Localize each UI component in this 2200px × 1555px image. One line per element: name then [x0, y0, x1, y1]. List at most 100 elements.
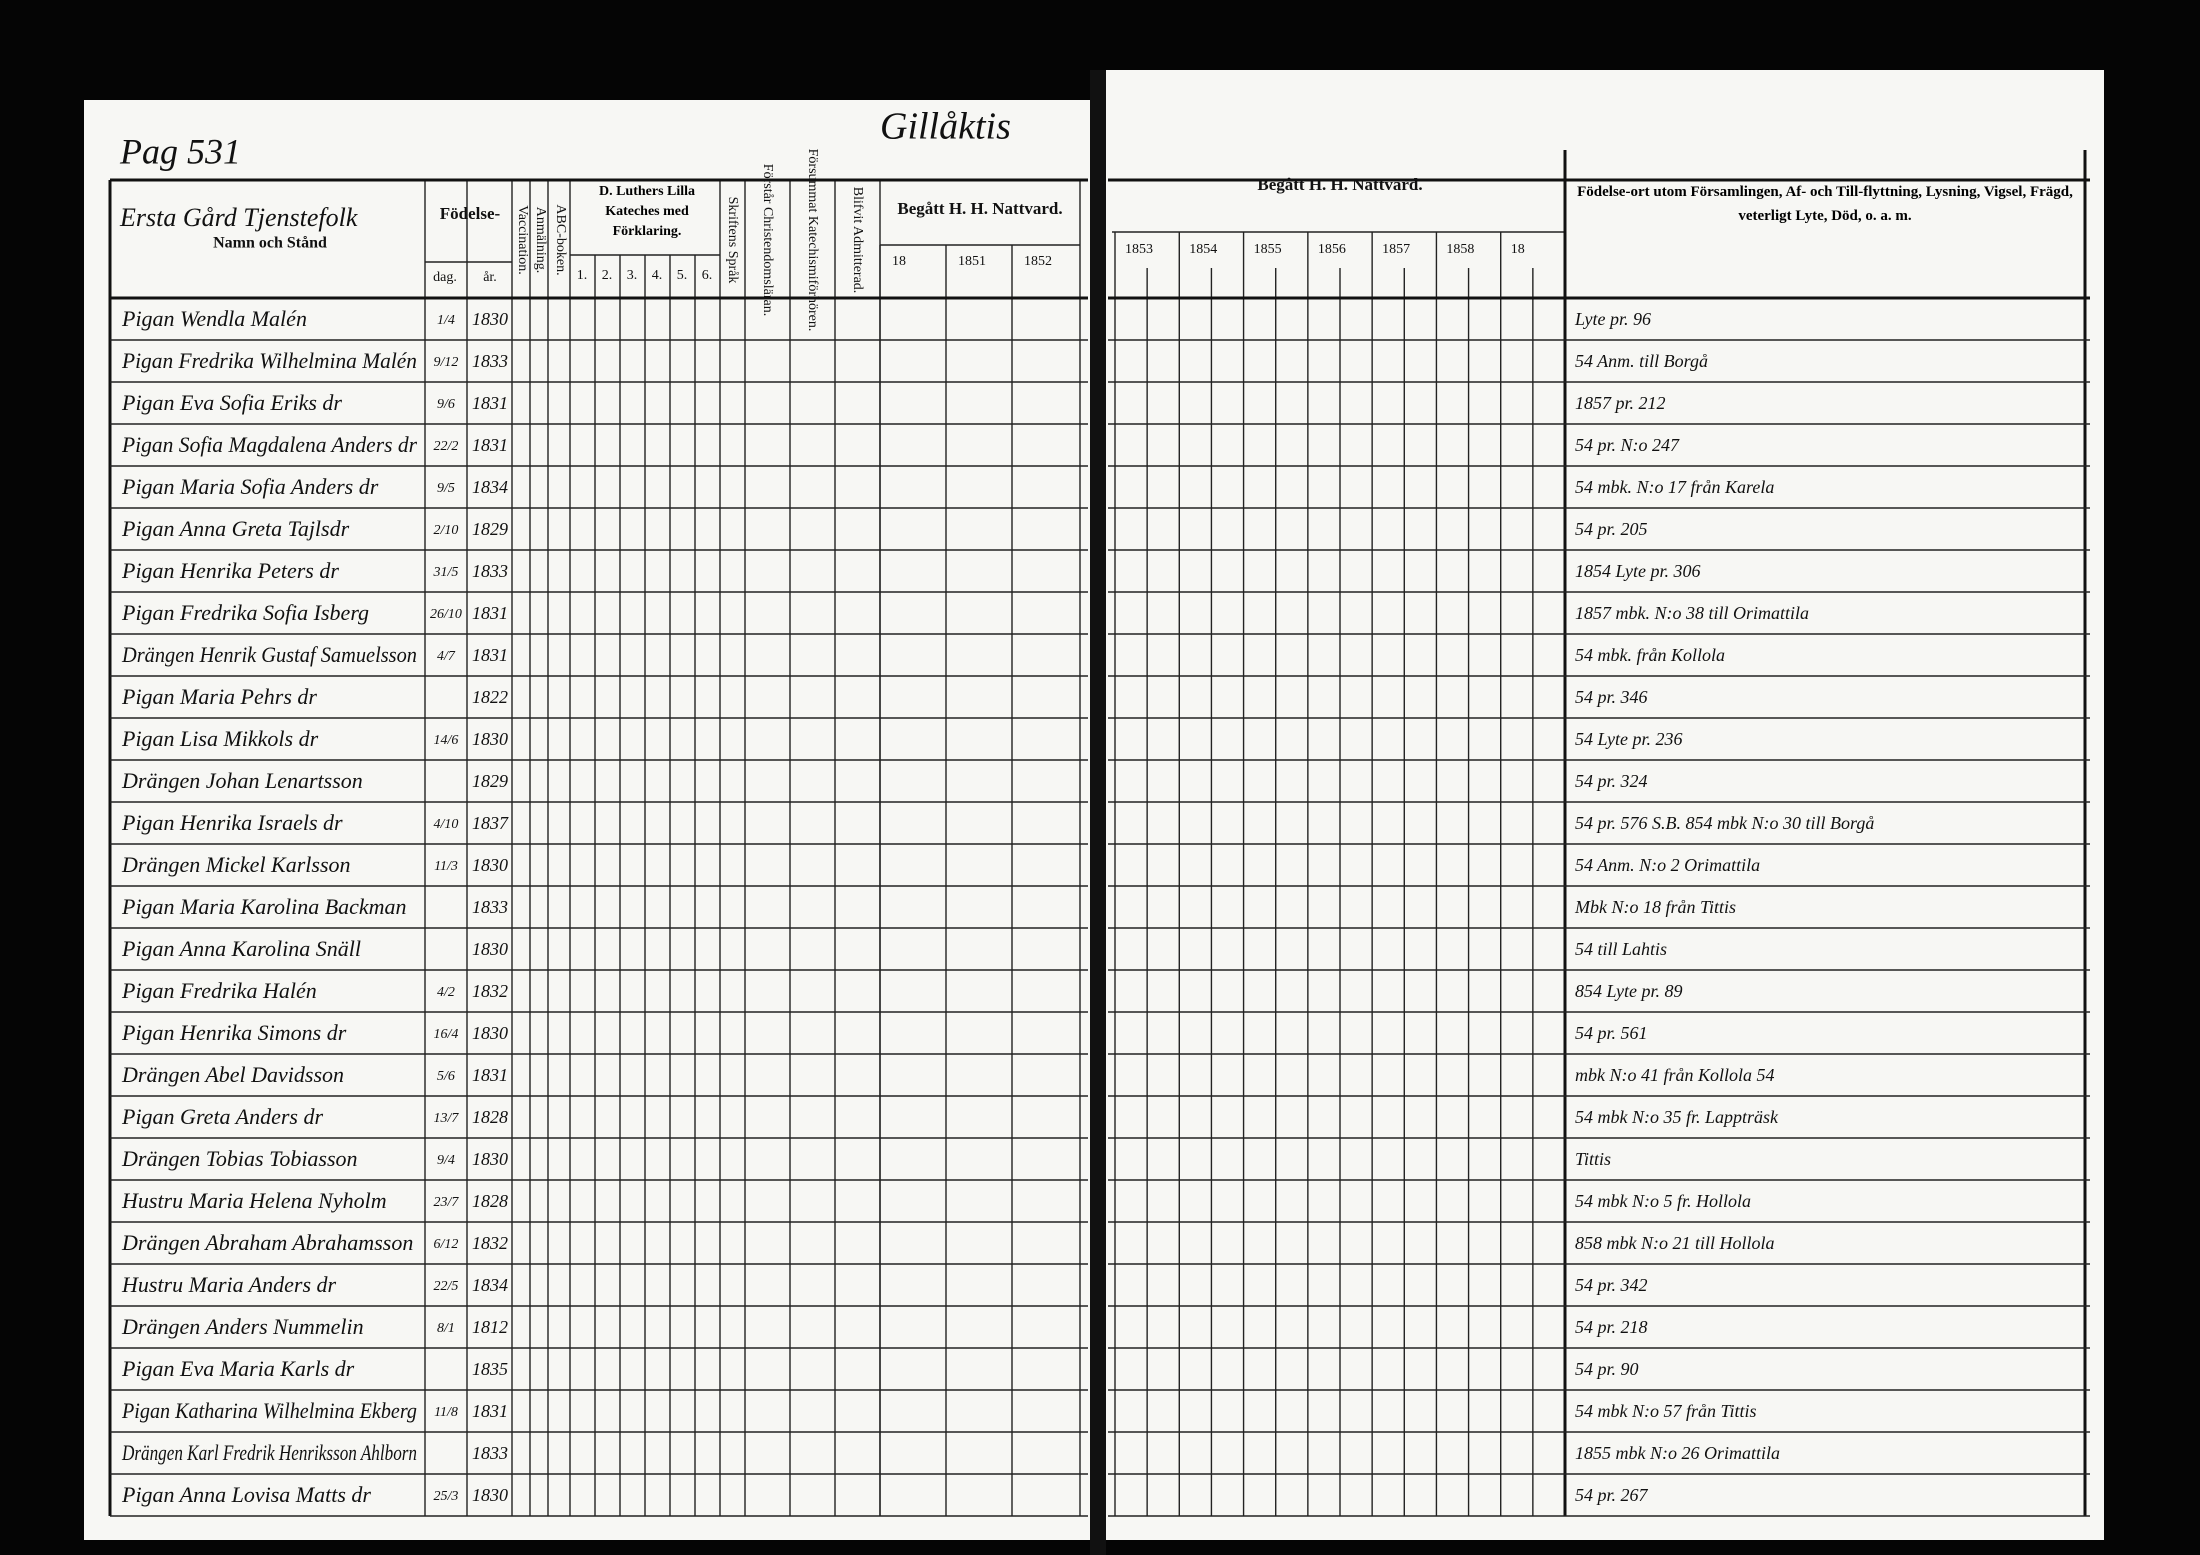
birth-day: 4/10 — [434, 817, 459, 832]
birth-year: 1832 — [472, 981, 508, 1001]
person-name: Drängen Tobias Tobiasson — [121, 1146, 358, 1171]
remark: Lyte pr. 96 — [1574, 309, 1651, 329]
birth-year: 1831 — [472, 645, 508, 665]
birth-day: 9/4 — [437, 1153, 455, 1168]
birth-year: 1831 — [472, 1401, 508, 1421]
person-name: Pigan Maria Karolina Backman — [121, 894, 407, 919]
remark: 54 Anm. N:o 2 Orimattila — [1575, 855, 1760, 875]
birth-year: 1828 — [472, 1191, 508, 1211]
birth-day: 11/8 — [434, 1405, 458, 1420]
binding — [1090, 70, 1106, 1555]
birth-day: 1/4 — [437, 313, 455, 328]
luther-part: 5. — [677, 268, 688, 283]
birth-day: 26/10 — [430, 607, 462, 622]
birth-day: 4/7 — [437, 649, 456, 664]
remark: 54 Anm. till Borgå — [1575, 351, 1708, 371]
person-name: Pigan Henrika Simons dr — [121, 1020, 347, 1045]
person-name: Pigan Anna Karolina Snäll — [121, 936, 361, 961]
communion-year: 18 — [892, 254, 906, 269]
remark: Tittis — [1575, 1149, 1611, 1169]
remark: 54 pr. 324 — [1575, 771, 1648, 791]
remarks-header: Födelse-ort utom Församlingen, Af- och T… — [1577, 184, 2073, 224]
remark: 54 mbk N:o 5 fr. Hollola — [1575, 1191, 1751, 1211]
remark: 54 pr. 90 — [1575, 1359, 1639, 1379]
birth-year: 1831 — [472, 603, 508, 623]
person-name: Pigan Greta Anders dr — [121, 1104, 323, 1129]
birth-day: 8/1 — [437, 1321, 455, 1336]
person-name: Drängen Mickel Karlsson — [121, 852, 351, 877]
communion-year: 1851 — [958, 254, 986, 269]
birth-year: 1830 — [472, 939, 508, 959]
remark: 1855 mbk N:o 26 Orimattila — [1575, 1443, 1780, 1463]
communion-header-right: Begått H. H. Nattvard. — [1257, 175, 1422, 194]
remark: 1857 pr. 212 — [1575, 393, 1666, 413]
communion-year: 1855 — [1254, 242, 1282, 257]
communion-year: 1853 — [1125, 242, 1153, 257]
birth-day: 9/6 — [437, 397, 455, 412]
right-page — [1104, 70, 2104, 1540]
remark: Mbk N:o 18 från Tittis — [1574, 897, 1736, 917]
birth-day: 16/4 — [434, 1027, 459, 1042]
birth-year: 1830 — [472, 1149, 508, 1169]
birth-day: 25/3 — [434, 1489, 459, 1504]
person-name: Drängen Henrik Gustaf Samuelsson — [121, 642, 417, 667]
birth-year: 1832 — [472, 1233, 508, 1253]
birth-year: 1830 — [472, 729, 508, 749]
birth-year: 1828 — [472, 1107, 508, 1127]
page-label: Pag 531 — [119, 131, 241, 171]
communion-header-left: Begått H. H. Nattvard. — [897, 199, 1062, 218]
scripture-header: Skriftens Språk — [725, 197, 740, 284]
person-name: Pigan Fredrika Sofia Isberg — [121, 600, 369, 625]
person-name: Drängen Abraham Abrahamsson — [121, 1230, 413, 1255]
luther-part: 2. — [602, 268, 613, 283]
birth-year: 1812 — [472, 1317, 508, 1337]
remark: 858 mbk N:o 21 till Hollola — [1575, 1233, 1775, 1253]
birth-year: 1833 — [472, 351, 508, 371]
person-name: Pigan Maria Pehrs dr — [121, 684, 317, 709]
person-name: Pigan Wendla Malén — [121, 306, 307, 331]
person-name: Pigan Fredrika Halén — [121, 978, 317, 1003]
village-name: Gillåktis — [880, 106, 1011, 148]
communion-year: 1854 — [1189, 242, 1217, 257]
remark: 1857 mbk. N:o 38 till Orimattila — [1575, 603, 1809, 623]
birth-year: 1829 — [472, 771, 508, 791]
birth-year: 1833 — [472, 561, 508, 581]
luther-part: 6. — [702, 268, 713, 283]
communion-year: 18 — [1511, 242, 1525, 257]
luther-part: 1. — [577, 268, 588, 283]
vaccination-header: Vaccination. — [515, 205, 530, 275]
birth-day: 11/3 — [434, 859, 458, 874]
person-name: Drängen Anders Nummelin — [121, 1314, 364, 1339]
luther-part: 3. — [627, 268, 638, 283]
remark: 54 pr. 561 — [1575, 1023, 1648, 1043]
remark: 54 pr. 267 — [1575, 1485, 1649, 1505]
person-name: Pigan Anna Greta Tajlsdr — [121, 516, 350, 541]
birth-day: 9/5 — [437, 481, 455, 496]
birth-day: 23/7 — [434, 1195, 460, 1210]
birth-day: 14/6 — [434, 733, 459, 748]
person-name: Pigan Eva Sofia Eriks dr — [121, 390, 342, 415]
person-name: Drängen Abel Davidsson — [121, 1062, 344, 1087]
remark: 54 pr. 205 — [1575, 519, 1648, 539]
birth-day: 22/2 — [434, 439, 459, 454]
person-name: Pigan Katharina Wilhelmina Ekberg — [121, 1398, 417, 1423]
remark: 54 pr. 342 — [1575, 1275, 1648, 1295]
communion-year: 1858 — [1446, 242, 1474, 257]
birth-year: 1822 — [472, 687, 508, 707]
person-name: Pigan Fredrika Wilhelmina Malén — [121, 348, 417, 373]
person-name: Pigan Sofia Magdalena Anders dr — [121, 432, 417, 457]
remark: 54 mbk N:o 35 fr. Lappträsk — [1575, 1107, 1779, 1127]
birth-year: 1833 — [472, 897, 508, 917]
birth-year: 1830 — [472, 1485, 508, 1505]
birth-header: Födelse- — [440, 204, 501, 223]
household-label: Ersta Gård Tjenstefolk — [119, 203, 358, 232]
luther-part: 4. — [652, 268, 663, 283]
remark: 54 pr. 218 — [1575, 1317, 1648, 1337]
birth-year: 1830 — [472, 309, 508, 329]
birth-day: 9/12 — [434, 355, 459, 370]
person-name: Pigan Henrika Israels dr — [121, 810, 343, 835]
communion-year: 1852 — [1024, 254, 1052, 269]
person-name: Pigan Eva Maria Karls dr — [121, 1356, 355, 1381]
remark: 54 Lyte pr. 236 — [1575, 729, 1682, 749]
